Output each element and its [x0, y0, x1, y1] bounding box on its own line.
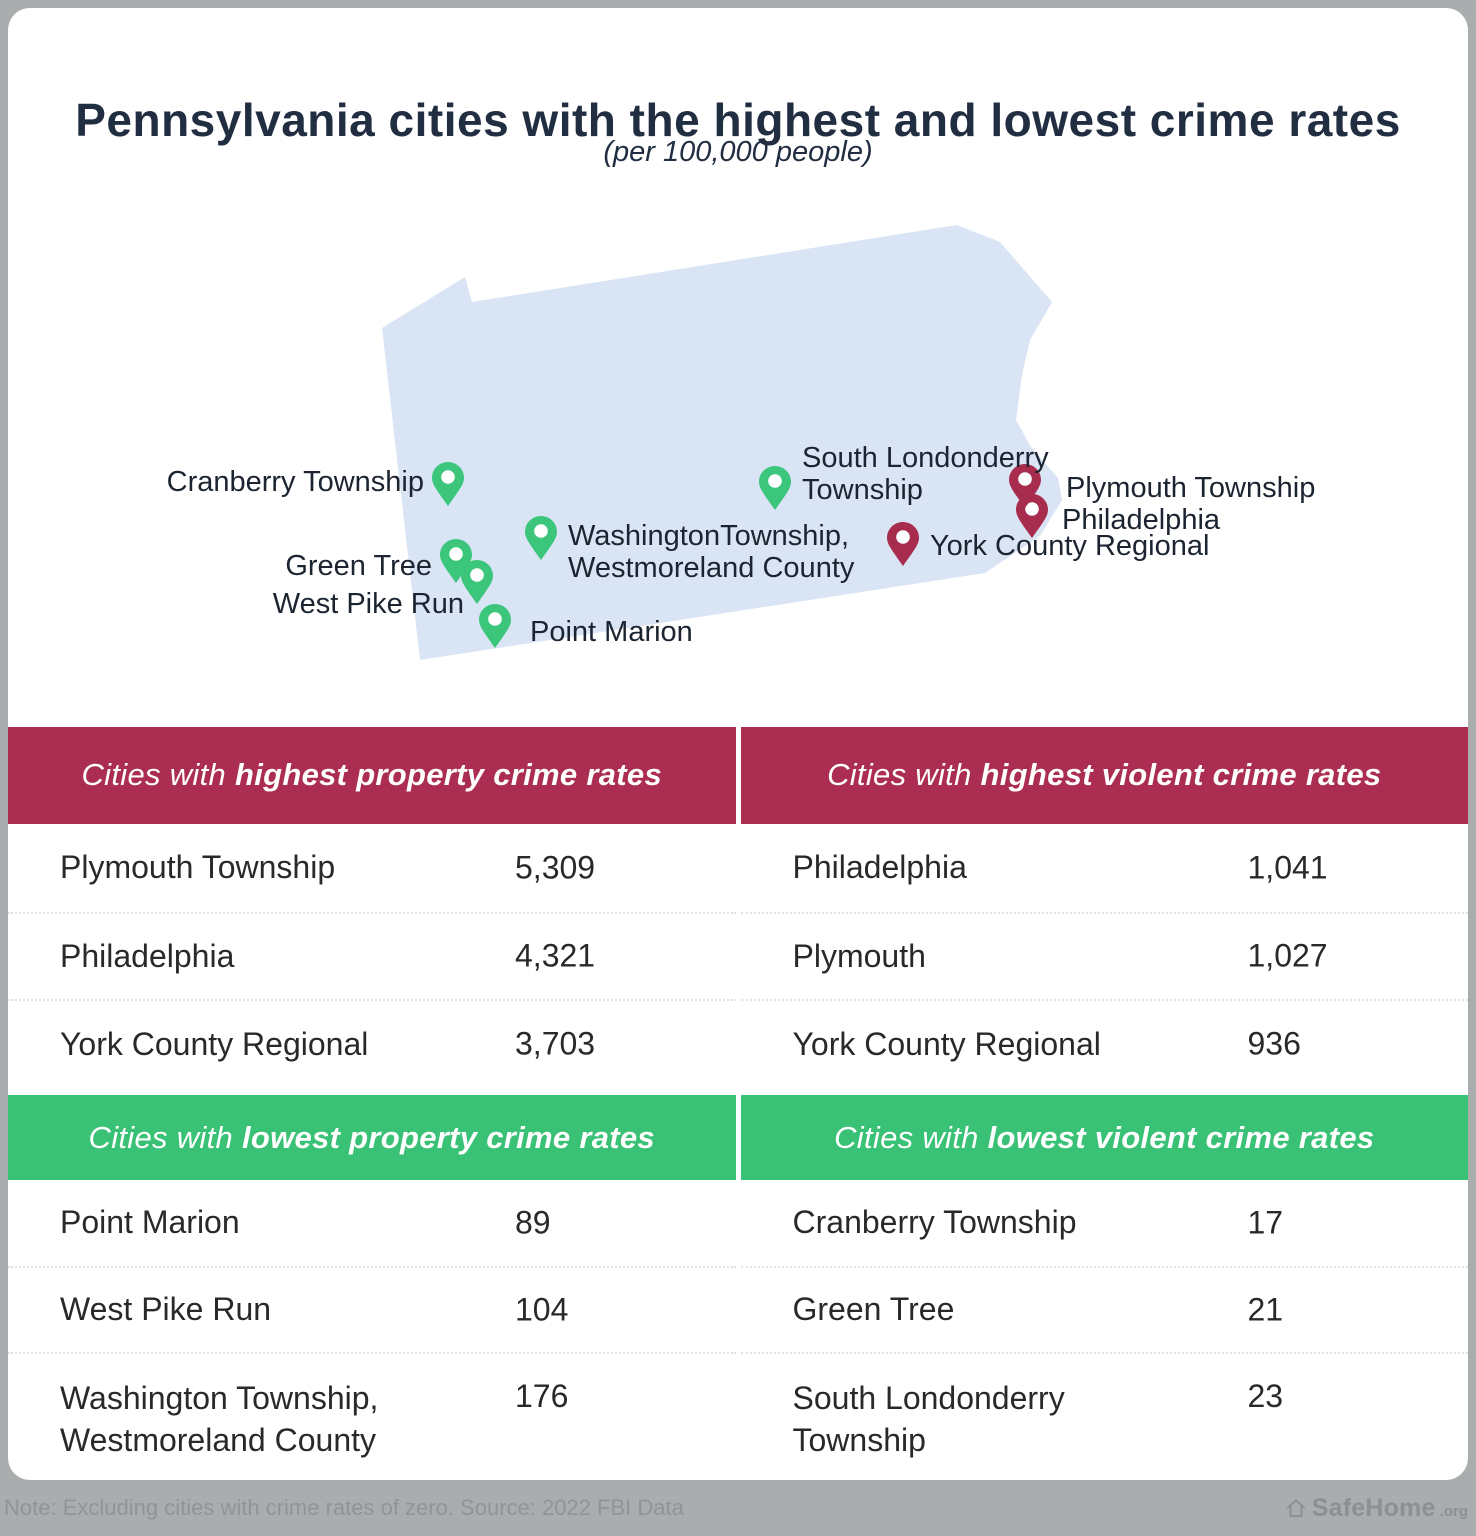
map-pin-south-londonderry-icon — [757, 464, 793, 512]
lowest-property-rows: Point Marion 89 West Pike Run 104 Washin… — [8, 1180, 736, 1480]
map-pin-point-marion-icon — [477, 602, 513, 650]
crime-rate-value: 936 — [1247, 1025, 1301, 1062]
map-label-plymouth-township: Plymouth Township — [1066, 472, 1316, 504]
page-title: Pennsylvania cities with the highest and… — [75, 93, 1401, 146]
city-name: Cranberry Township — [792, 1204, 1077, 1241]
crime-rate-value: 23 — [1247, 1378, 1284, 1414]
map-label-green-tree: Green Tree — [285, 550, 432, 582]
house-icon — [1286, 1499, 1305, 1517]
map-label-south-londonderry: South Londonderry Township — [802, 442, 1049, 507]
tables-right-column: Cities with highest violent crime rates … — [740, 727, 1469, 1480]
city-name: Washington Township, Westmoreland County — [60, 1380, 379, 1458]
crime-rate-value: 89 — [515, 1204, 551, 1241]
table-row: Cranberry Township 17 — [741, 1180, 1469, 1266]
table-row: Philadelphia 1,041 — [741, 824, 1469, 912]
crime-rate-value: 104 — [515, 1291, 569, 1328]
pennsylvania-shape — [382, 225, 1062, 660]
map-label-york-county-regional: York County Regional — [930, 530, 1210, 562]
table-row: Point Marion 89 — [8, 1180, 736, 1266]
city-name: Plymouth Township — [60, 848, 336, 885]
header-highest-property-crime: Cities with highest property crime rates — [8, 727, 736, 824]
city-name: Plymouth — [792, 937, 926, 974]
map-label-point-marion: Point Marion — [530, 616, 693, 648]
map-pin-green-tree-icon — [438, 537, 474, 585]
header-highest-violent-crime: Cities with highest violent crime rates — [740, 727, 1468, 824]
lowest-violent-rows: Cranberry Township 17 Green Tree 21 Sout… — [740, 1180, 1469, 1480]
city-name: Philadelphia — [792, 848, 967, 885]
city-name: South Londonderry Township — [792, 1380, 1065, 1458]
map-label-washington-township: WashingtonTownship, Westmoreland County — [568, 520, 855, 585]
map-pin-west-pike-run-icon — [459, 558, 495, 606]
page-subtitle: (per 100,000 people) — [603, 136, 873, 168]
table-row: Washington Township, Westmoreland County … — [8, 1352, 736, 1480]
section-gap — [8, 1087, 736, 1095]
city-name: West Pike Run — [60, 1291, 272, 1328]
table-row: Plymouth Township 5,309 — [8, 824, 736, 912]
map-label-philadelphia: Philadelphia — [1062, 504, 1221, 536]
crime-rate-value: 17 — [1247, 1204, 1284, 1241]
table-row: South Londonderry Township 23 — [740, 1352, 1468, 1480]
map-label-west-pike-run: West Pike Run — [272, 588, 464, 620]
city-name: Point Marion — [60, 1204, 240, 1241]
footer: Note: Excluding cities with crime rates … — [0, 1480, 1476, 1536]
crime-rate-value: 3,703 — [515, 1025, 596, 1062]
map-pin-york-county-icon — [885, 520, 921, 568]
crime-rate-value: 21 — [1247, 1291, 1284, 1328]
section-gap — [741, 1087, 1469, 1095]
city-name: York County Regional — [792, 1025, 1101, 1062]
table-row: York County Regional 3,703 — [8, 999, 736, 1087]
crime-rate-value: 5,309 — [515, 849, 596, 886]
safehome-logo: SafeHome .org — [1284, 1494, 1476, 1523]
table-row: Plymouth 1,027 — [740, 911, 1468, 1000]
crime-tables: Cities with highest property crime rates… — [8, 727, 1468, 1480]
map-pin-cranberry-township-icon — [430, 460, 466, 508]
city-name: Philadelphia — [60, 937, 235, 974]
header-lowest-violent-crime: Cities with lowest violent crime rates — [740, 1095, 1468, 1180]
table-row: Green Tree 21 — [740, 1266, 1468, 1352]
city-name: York County Regional — [60, 1025, 369, 1062]
brand-name: SafeHome — [1311, 1493, 1436, 1522]
crime-rate-value: 1,041 — [1247, 849, 1328, 886]
brand-suffix: .org — [1439, 1502, 1468, 1520]
footer-note: Note: Excluding cities with crime rates … — [4, 1495, 684, 1520]
crime-rate-value: 1,027 — [1247, 937, 1328, 974]
map-pin-plymouth-township-icon — [1007, 462, 1043, 510]
pennsylvania-map — [382, 225, 1062, 660]
crime-rate-value: 4,321 — [515, 937, 596, 974]
table-row: Philadelphia 4,321 — [8, 911, 736, 1000]
table-row: West Pike Run 104 — [8, 1266, 736, 1352]
map-label-cranberry-township: Cranberry Township — [166, 466, 424, 498]
tables-left-column: Cities with highest property crime rates… — [8, 727, 736, 1480]
map-pin-washington-township-icon — [523, 514, 559, 562]
table-row: York County Regional 936 — [740, 999, 1468, 1087]
crime-rate-value: 176 — [515, 1378, 569, 1414]
city-name: Green Tree — [792, 1291, 955, 1328]
header-lowest-property-crime: Cities with lowest property crime rates — [8, 1095, 736, 1180]
